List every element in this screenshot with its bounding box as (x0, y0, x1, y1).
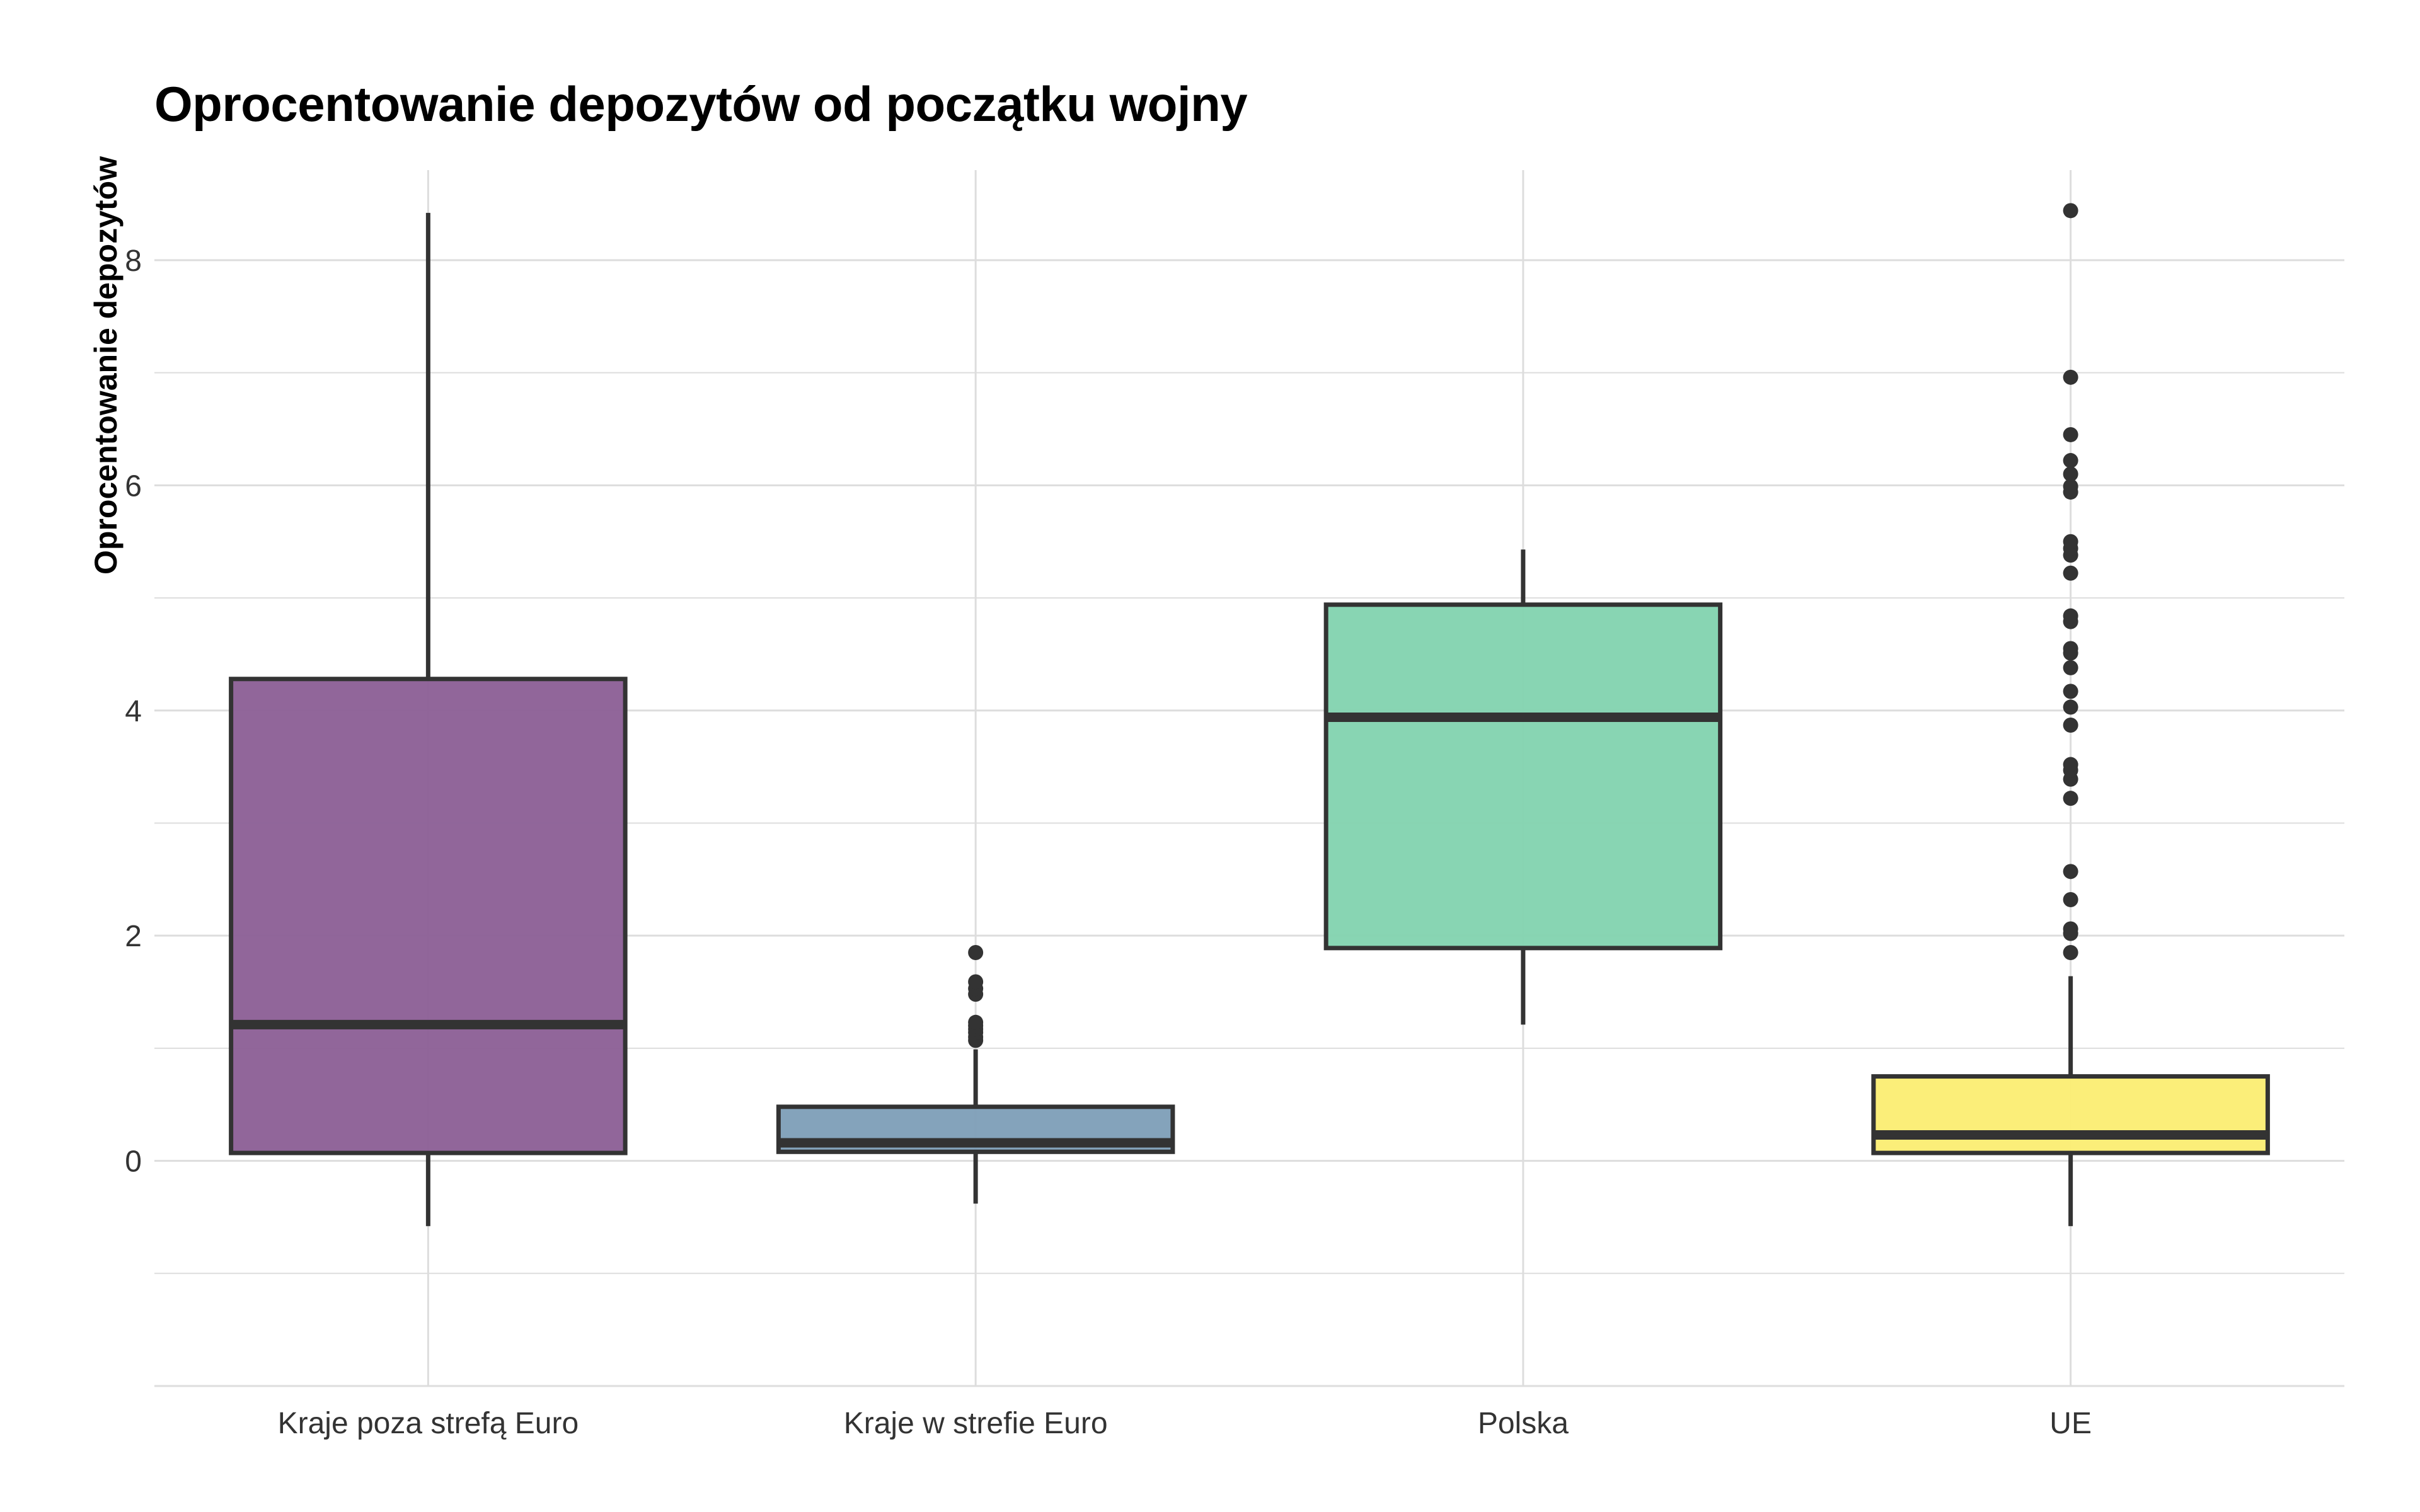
outlier-point (2063, 427, 2078, 442)
outlier-point (2063, 944, 2078, 960)
outlier-point (2063, 466, 2078, 482)
outlier-point (2063, 479, 2078, 495)
y-tick-label: 6 (125, 469, 142, 503)
x-tick-label: Kraje poza strefą Euro (278, 1407, 579, 1440)
chart-title: Oprocentowanie depozytów od początku woj… (154, 76, 1248, 132)
outlier-point (2063, 660, 2078, 675)
outlier-point (2063, 699, 2078, 715)
y-tick-label: 8 (125, 244, 142, 278)
outlier-point (2063, 534, 2078, 549)
box (1323, 602, 1723, 951)
outlier-point (968, 974, 984, 990)
x-tick-label: Kraje w strefie Euro (844, 1407, 1108, 1440)
outlier-point (2063, 791, 2078, 806)
outlier-point (2063, 684, 2078, 699)
outlier-point (2063, 608, 2078, 624)
outlier-point (2063, 718, 2078, 733)
outlier-point (2063, 565, 2078, 581)
x-tick-label: UE (2049, 1407, 2092, 1440)
outlier-point (968, 1014, 984, 1030)
outlier-point (2063, 921, 2078, 937)
outlier-point (968, 944, 984, 960)
x-tick-label: Polska (1478, 1407, 1569, 1440)
box (229, 677, 628, 1155)
y-tick-label: 4 (125, 695, 142, 728)
y-tick-label: 0 (125, 1145, 142, 1179)
outlier-point (2063, 641, 2078, 656)
box (1871, 1074, 2270, 1155)
outlier-point (2063, 369, 2078, 385)
outlier-point (2063, 864, 2078, 879)
outlier-point (2063, 453, 2078, 469)
outlier-point (2063, 203, 2078, 219)
outlier-point (2063, 757, 2078, 772)
outlier-point (2063, 892, 2078, 907)
y-tick-label: 2 (125, 920, 142, 953)
